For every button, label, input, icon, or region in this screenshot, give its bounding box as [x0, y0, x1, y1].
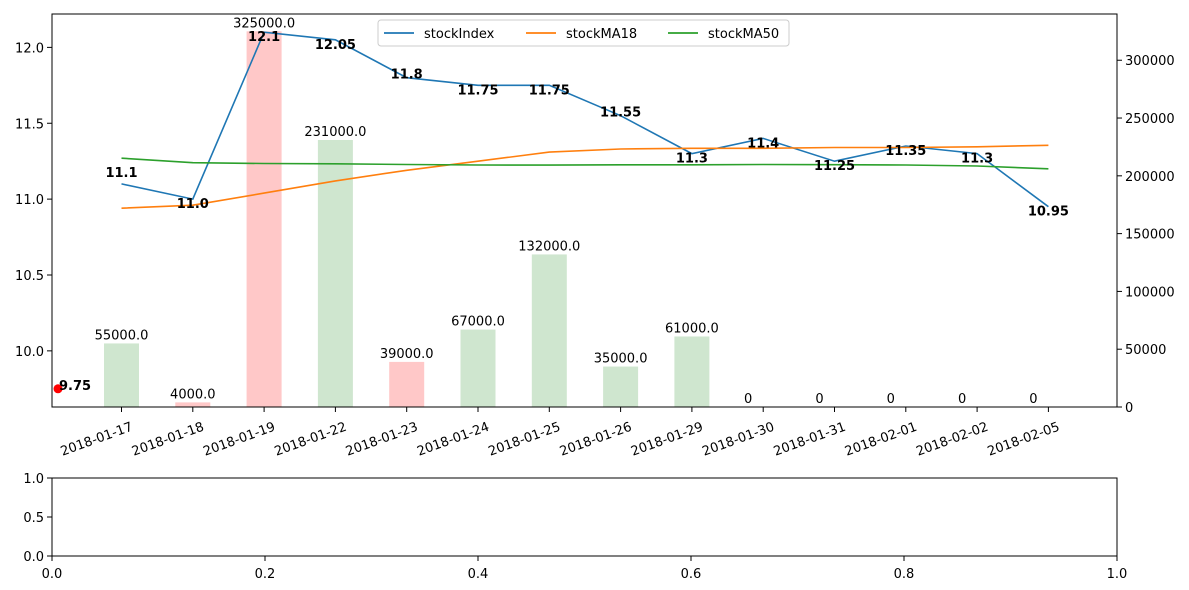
price-label: 11.4 — [747, 136, 779, 151]
x-tick-label: 2018-01-25 — [487, 420, 563, 460]
volume-label: 67000.0 — [451, 315, 505, 330]
legend-box — [377, 19, 790, 47]
subplot-y-tick-label: 0.5 — [23, 511, 44, 526]
x-tick-label: 2018-01-18 — [130, 420, 206, 460]
subplot-x-tick-label: 0.4 — [468, 567, 489, 582]
volume-bar — [460, 329, 496, 407]
subplot-y-tick-label: 1.0 — [23, 472, 44, 487]
y-left-tick-label: 10.0 — [15, 345, 44, 360]
price-label: 11.8 — [391, 68, 423, 83]
y-left-tick-label: 10.5 — [15, 269, 44, 284]
price-label: 12.1 — [248, 30, 280, 45]
subplot-x-tick-label: 0.0 — [42, 567, 63, 582]
x-tick-label: 2018-01-26 — [558, 420, 634, 460]
price-label: 11.25 — [814, 159, 855, 174]
x-tick-label: 2018-02-02 — [914, 420, 990, 460]
y-right-tick-label: 200000 — [1125, 170, 1175, 185]
y-left-tick-label: 12.0 — [15, 41, 44, 56]
legend: stockIndex stockMA18 stockMA50 — [377, 19, 790, 47]
y-right-tick-label: 250000 — [1125, 112, 1175, 127]
volume-label: 35000.0 — [594, 352, 648, 367]
volume-label: 4000.0 — [170, 387, 216, 402]
y-right-tick-label: 50000 — [1125, 343, 1166, 358]
series-line-stockMA50 — [121, 157, 1049, 170]
volume-label: 0 — [815, 392, 823, 407]
volume-label: 0 — [958, 392, 966, 407]
price-label: 11.75 — [457, 83, 498, 98]
volume-bar — [674, 336, 710, 407]
volume-bar — [317, 139, 353, 407]
volume-label: 132000.0 — [518, 239, 580, 254]
marker-point — [53, 384, 63, 394]
subplot-y-tick-label: 0.0 — [23, 550, 44, 565]
volume-bar — [389, 361, 425, 407]
price-label: 12.05 — [315, 38, 356, 53]
x-tick-label: 2018-01-30 — [700, 420, 776, 460]
x-tick-label: 2018-01-22 — [273, 420, 349, 460]
y-left-tick-label: 11.0 — [15, 193, 44, 208]
legend-entry: stockIndex — [424, 27, 495, 42]
price-volume-plot: 55000.0 4000.0 325000.0 231000.0 39000.0 6700… — [15, 13, 1175, 460]
volume-label: 325000.0 — [233, 16, 295, 31]
subplot-x-tick-label: 1.0 — [1107, 567, 1128, 582]
price-label: 11.55 — [600, 106, 641, 121]
x-tick-label: 2018-02-01 — [843, 420, 919, 460]
volume-bar — [531, 254, 567, 407]
price-label: 11.3 — [961, 152, 993, 167]
x-tick-label: 2018-01-17 — [59, 420, 135, 460]
y-right-tick-label: 100000 — [1125, 285, 1175, 300]
y-right-tick-label: 300000 — [1125, 54, 1175, 69]
price-label: 11.3 — [676, 152, 708, 167]
volume-label: 0 — [887, 392, 895, 407]
marker-label: 9.75 — [59, 379, 91, 394]
volume-label: 0 — [1029, 392, 1037, 407]
y-right-tick-label: 150000 — [1125, 228, 1175, 243]
volume-bar — [246, 31, 282, 408]
price-label: 10.95 — [1028, 205, 1069, 220]
x-tick-label: 2018-02-05 — [986, 420, 1062, 460]
volume-label: 231000.0 — [304, 125, 366, 140]
x-tick-label: 2018-01-23 — [344, 420, 420, 460]
price-label: 11.0 — [177, 197, 209, 212]
price-label: 11.75 — [529, 83, 570, 98]
x-tick-label: 2018-01-29 — [629, 420, 705, 460]
price-label: 11.35 — [885, 144, 926, 159]
y-right-tick-label: 0 — [1125, 401, 1133, 416]
x-tick-label: 2018-01-24 — [415, 420, 491, 460]
volume-bar — [603, 366, 639, 407]
series-line-stockMA18 — [121, 144, 1049, 209]
x-tick-label: 2018-01-31 — [772, 420, 848, 460]
series-line-stockIndex — [121, 31, 1049, 208]
y-left-tick-label: 11.5 — [15, 117, 44, 132]
legend-entry: stockMA18 — [566, 27, 637, 42]
empty-subplot: 0.0 0.2 0.4 0.6 0.8 1.0 0.0 0.5 1.0 — [23, 472, 1127, 582]
volume-label: 39000.0 — [380, 347, 434, 362]
volume-bar — [175, 402, 211, 407]
x-tick-label: 2018-01-19 — [201, 420, 277, 460]
subplot-x-tick-label: 0.6 — [681, 567, 702, 582]
plot-frame — [51, 13, 1118, 408]
volume-label: 55000.0 — [95, 328, 149, 343]
volume-label: 0 — [744, 392, 752, 407]
volume-label: 61000.0 — [665, 321, 719, 336]
price-label: 11.1 — [105, 166, 137, 181]
volume-bar — [104, 343, 139, 407]
subplot-x-tick-label: 0.8 — [894, 567, 915, 582]
subplot-frame — [51, 477, 1118, 557]
subplot-x-tick-label: 0.2 — [255, 567, 276, 582]
legend-entry: stockMA50 — [708, 27, 779, 42]
